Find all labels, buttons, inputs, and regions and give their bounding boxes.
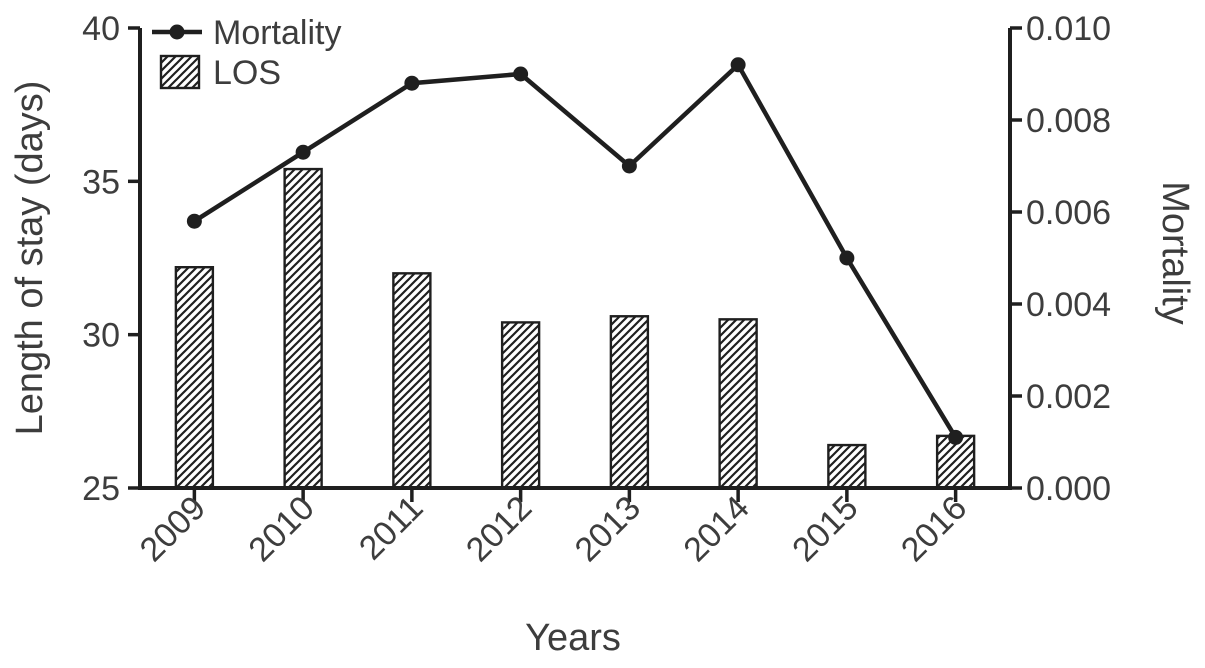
bar-2013 <box>609 315 650 490</box>
x-tick-label-2015: 2015 <box>785 489 865 569</box>
mortality-line <box>186 57 964 445</box>
legend-los-label: LOS <box>213 54 281 92</box>
x-tick-label-2011: 2011 <box>352 489 431 568</box>
x-tick-label-2016: 2016 <box>894 489 974 569</box>
bar-2012 <box>500 321 541 490</box>
x-tick-label-2014: 2014 <box>676 489 756 569</box>
right-axis-tick-label: 0.008 <box>1026 102 1111 140</box>
legend-los-swatch-icon <box>159 54 201 90</box>
right-axis-tick-label: 0.006 <box>1026 194 1111 232</box>
right-axis-tick-label: 0.002 <box>1026 378 1111 416</box>
legend-mortality-marker-dot-icon <box>169 24 185 40</box>
left-axis-title: Length of stay (days) <box>9 81 51 436</box>
point-2009 <box>186 213 202 229</box>
point-2016 <box>948 429 964 445</box>
x-tick-label-2013: 2013 <box>568 489 648 569</box>
left-axis-tick-label: 35 <box>82 163 120 201</box>
point-2012 <box>513 66 529 82</box>
x-tick-label-2010: 2010 <box>241 489 321 569</box>
left-axis-tick-label: 25 <box>82 470 120 508</box>
left-axis-tick-label: 40 <box>82 10 120 48</box>
bar-2014 <box>718 318 758 490</box>
mortality-polyline <box>193 61 958 439</box>
point-2014 <box>730 57 746 73</box>
los-bars <box>174 167 976 490</box>
right-axis-title: Mortality <box>1154 181 1196 325</box>
x-tick-label-2012: 2012 <box>459 489 539 569</box>
point-2010 <box>295 144 311 160</box>
right-axis-tick-label: 0.004 <box>1026 286 1111 324</box>
bar-2010 <box>283 167 323 490</box>
right-axis-tick-label: 0.010 <box>1026 10 1111 48</box>
left-axis-tick-label: 30 <box>82 317 120 355</box>
point-2011 <box>404 75 420 91</box>
x-tick-label-2009: 2009 <box>133 489 213 569</box>
axis-frame <box>138 28 1012 490</box>
bar-2015 <box>827 443 867 490</box>
bar-2009 <box>174 266 215 490</box>
point-2015 <box>839 250 855 266</box>
legend: Mortality LOS <box>152 14 341 92</box>
x-axis-title: Years <box>525 617 621 659</box>
point-2013 <box>621 158 637 174</box>
legend-mortality-label: Mortality <box>213 14 341 52</box>
right-axis-tick-label: 0.000 <box>1026 470 1111 508</box>
bar-2011 <box>392 272 432 490</box>
